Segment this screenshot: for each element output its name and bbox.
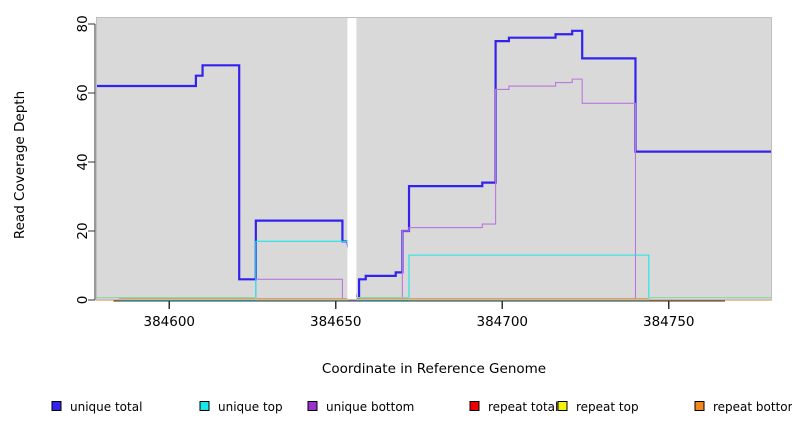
legend-label-repeat-top: repeat top [576, 400, 639, 414]
plot-panel-border [96, 17, 772, 300]
x-axis: 384600 384650 384700 384750 [113, 300, 725, 330]
legend: unique total unique top unique bottom repea… [51, 400, 792, 414]
y-tick-label-2: 40 [75, 153, 91, 170]
x-axis-title: Coordinate in Reference Genome [322, 361, 546, 377]
y-tick-label-0: 0 [75, 296, 91, 305]
legend-swatch-repeat-total [469, 401, 480, 411]
y-axis: 0 20 40 60 80 [75, 15, 96, 305]
legend-label-unique-top: unique top [218, 400, 283, 414]
gap-regions [347, 17, 357, 300]
x-tick-label-1: 384650 [310, 314, 362, 330]
x-tick-label-3: 384750 [643, 314, 695, 330]
x-tick-label-0: 384600 [143, 314, 195, 330]
legend-swatch-repeat-top [557, 401, 568, 411]
gap-region-0 [347, 17, 357, 300]
series-line-repeat-total [96, 297, 772, 301]
legend-label-unique-total: unique total [70, 400, 142, 414]
panel-background [96, 17, 772, 300]
x-tick-label-2: 384700 [476, 314, 528, 330]
y-tick-label-3: 60 [75, 84, 91, 101]
legend-label-repeat-total: repeat total [488, 400, 558, 414]
legend-swatch-unique-total [51, 401, 62, 411]
y-tick-label-4: 80 [75, 15, 91, 32]
y-tick-label-1: 20 [75, 222, 91, 239]
legend-label-unique-bottom: unique bottom [326, 400, 414, 414]
legend-swatch-unique-bottom [307, 401, 318, 411]
panel-outline [96, 17, 772, 300]
series-line-unique-total [96, 29, 772, 302]
plot-panel [96, 17, 772, 300]
y-axis-title: Read Coverage Depth [12, 91, 28, 239]
legend-label-repeat-bottom: repeat bottom [713, 400, 792, 414]
legend-swatch-unique-top [199, 401, 210, 411]
legend-swatch-repeat-bottom [694, 401, 705, 411]
